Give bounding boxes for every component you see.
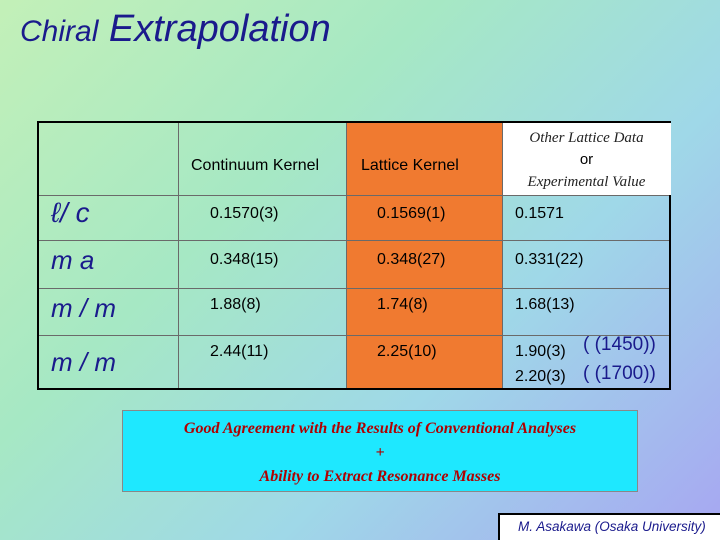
conclusion-line2: + (375, 444, 385, 461)
row-label-3: m / m (51, 293, 116, 323)
row-label-2: m a (51, 245, 95, 275)
cell-r4-other-1: 1.90(3) (515, 343, 566, 360)
title-word-extrapolation: Extrapolation (108, 8, 331, 50)
row-divider (39, 288, 669, 289)
title-word-chiral: Chiral (20, 15, 99, 48)
row-label-4: m / m (51, 347, 116, 377)
cell-r4-lattice: 2.25(10) (377, 343, 437, 360)
conclusion-line1: Good Agreement with the Results of Conve… (183, 420, 577, 437)
lattice-column-highlight (346, 123, 502, 388)
conclusion-line3: Ability to Extract Resonance Masses (259, 468, 501, 485)
cell-r4-other-2: 2.20(3) (515, 368, 566, 385)
col-divider (346, 123, 347, 388)
cell-r3-lattice: 1.74(8) (377, 296, 428, 313)
header-continuum-kernel: Continuum Kernel (191, 157, 320, 174)
row-divider (39, 335, 669, 336)
row-label-1: ℓ/ c (51, 197, 90, 228)
cell-r2-lattice: 0.348(27) (377, 251, 446, 268)
header-other-line3: Experimental Value (527, 174, 646, 190)
resonance-label-1700: ( (1700)) (583, 363, 656, 384)
cell-r1-lattice: 0.1569(1) (377, 205, 446, 222)
row-divider (39, 195, 669, 196)
cell-r2-other: 0.331(22) (515, 251, 584, 268)
cell-r2-continuum: 0.348(15) (210, 251, 279, 268)
cell-r1-continuum: 0.1570(3) (210, 205, 279, 222)
header-other-data: Other Lattice Data or Experimental Value (502, 127, 671, 193)
row-divider (39, 240, 669, 241)
col-divider (178, 123, 179, 388)
cell-r3-other: 1.68(13) (515, 296, 575, 313)
header-other-line2: or (579, 151, 594, 168)
other-header-background (502, 123, 671, 195)
results-table: Continuum Kernel Lattice Kernel Other La… (37, 121, 671, 390)
header-lattice-kernel: Lattice Kernel (361, 157, 459, 174)
col-divider (502, 123, 503, 388)
conclusion-box: Good Agreement with the Results of Conve… (122, 410, 638, 492)
author-footer: M. Asakawa (Osaka University) (498, 513, 720, 540)
slide-title: Chiral Extrapolation (20, 8, 331, 51)
cell-r1-other: 0.1571 (515, 205, 564, 222)
resonance-label-1450: ( (1450)) (583, 334, 656, 355)
cell-r4-continuum: 2.44(11) (210, 343, 269, 360)
cell-r3-continuum: 1.88(8) (210, 296, 261, 313)
header-other-line1: Other Lattice Data (529, 130, 644, 146)
